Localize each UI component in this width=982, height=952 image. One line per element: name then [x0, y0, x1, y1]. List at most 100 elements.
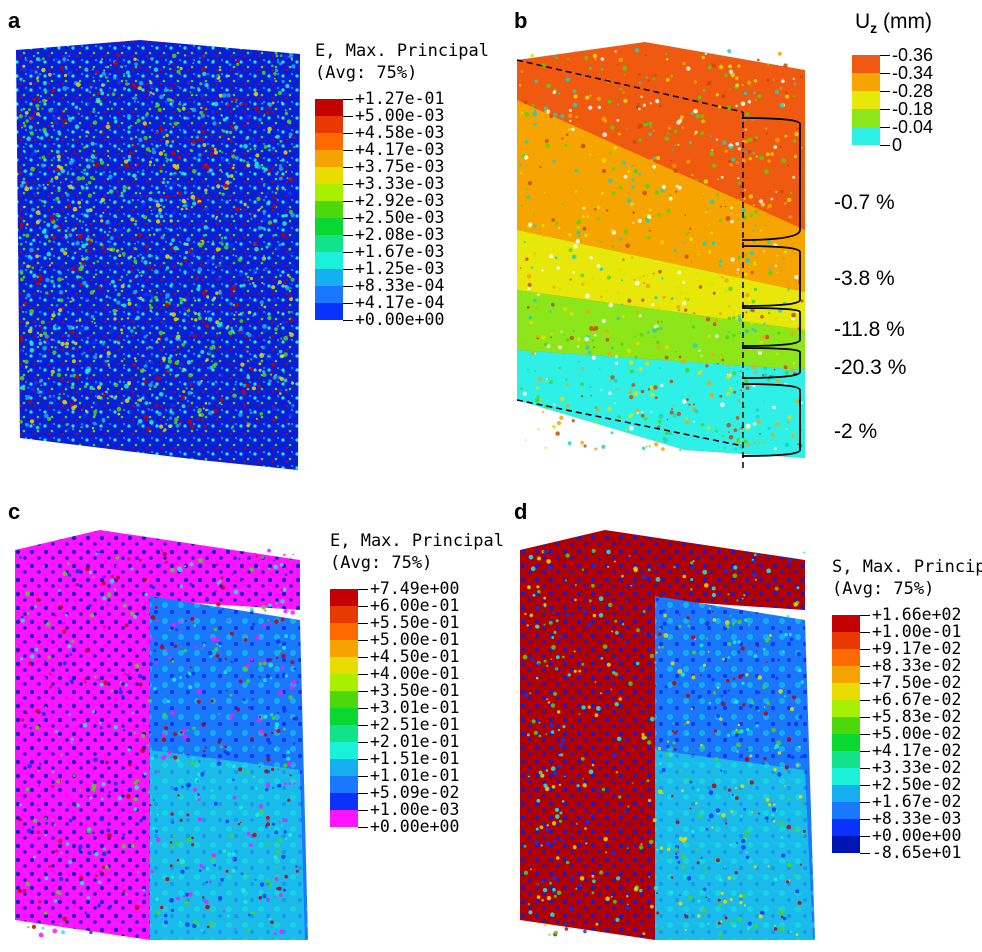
color-swatch	[832, 699, 860, 717]
color-swatch	[330, 724, 358, 742]
color-swatch	[330, 673, 358, 691]
color-swatch	[832, 682, 860, 700]
panel-label-b: b	[514, 8, 528, 33]
strain-field-model-a	[16, 40, 300, 470]
legend-tick-label: -0.34	[892, 63, 934, 83]
legend-tick-label: 0	[892, 135, 903, 155]
legend-d-subtitle: (Avg: 75%)	[832, 579, 935, 599]
legend-tick-label: +8.33e-02	[872, 656, 962, 675]
legend-tick-label: +1.25e-03	[355, 259, 445, 278]
legend-tick-label: +1.00e-03	[370, 800, 460, 819]
color-swatch	[852, 109, 880, 127]
color-swatch	[315, 285, 343, 303]
legend-tick-label: -0.04	[892, 117, 934, 137]
legend-a-title: E, Max. Principal	[315, 41, 489, 61]
percent-label-2: -3.8 %	[834, 267, 895, 290]
color-swatch	[330, 707, 358, 725]
legend-tick-label: +0.00e+00	[872, 826, 962, 845]
legend-a: E, Max. Principal (Avg: 75%) +1.27e-01 +5…	[315, 40, 489, 328]
color-swatch	[832, 716, 860, 734]
color-swatch	[330, 775, 358, 793]
color-swatch	[330, 656, 358, 674]
color-swatch	[832, 665, 860, 683]
color-swatch	[852, 127, 880, 145]
legend-tick-label: -0.36	[892, 45, 934, 65]
displacement-model-b	[516, 42, 805, 470]
strain-brackets-b	[741, 117, 801, 457]
color-swatch	[330, 741, 358, 759]
legend-tick-label: +4.50e-01	[370, 647, 460, 666]
legend-tick-label: +4.17e-02	[872, 741, 962, 760]
legend-tick-label: +7.50e-02	[872, 673, 962, 692]
legend-tick-label: +5.00e-01	[370, 630, 460, 649]
panel-label-c: c	[8, 499, 21, 524]
color-swatch	[832, 818, 860, 836]
color-swatch	[315, 268, 343, 286]
legend-tick-label: +5.09e-02	[370, 783, 460, 802]
color-swatch	[330, 792, 358, 810]
color-swatch	[330, 622, 358, 640]
legend-tick-label: -0.18	[892, 99, 934, 119]
color-swatch	[832, 733, 860, 751]
color-swatch	[315, 302, 343, 320]
legend-tick-label: +5.00e-03	[355, 106, 445, 125]
legend-tick-label: +1.67e-02	[872, 792, 962, 811]
legend_a-swatches	[315, 98, 343, 320]
percent-label-4: -20.3 %	[834, 356, 907, 379]
legend-tick-label: +3.33e-03	[355, 174, 445, 193]
legend-tick-label: +6.00e-01	[370, 596, 460, 615]
speckle-group-c	[18, 548, 299, 938]
legend-tick-label: +5.00e-02	[872, 724, 962, 743]
color-swatch	[315, 98, 343, 116]
legend-tick-label: +6.67e-02	[872, 690, 962, 709]
color-swatch	[852, 91, 880, 109]
color-swatch	[315, 183, 343, 201]
legend-tick-label: +8.33e-04	[355, 276, 445, 295]
color-swatch	[852, 73, 880, 91]
color-swatch	[832, 614, 860, 632]
color-swatch	[330, 809, 358, 827]
legend-tick-label: -8.65e+01	[872, 843, 962, 862]
legend-b-title: Uz (mm)	[855, 10, 932, 37]
color-swatch	[330, 639, 358, 657]
legend-tick-label: +7.49e+00	[370, 579, 460, 598]
legend-tick-label: +5.83e-02	[872, 707, 962, 726]
color-swatch	[315, 217, 343, 235]
legend-tick-label: -0.28	[892, 81, 934, 101]
legend_c-swatches	[330, 588, 358, 827]
legend-tick-label: +3.01e-01	[370, 698, 460, 717]
legend-tick-label: +1.67e-03	[355, 242, 445, 261]
legend-tick-label: +4.17e-03	[355, 140, 445, 159]
panel-label-d: d	[514, 499, 528, 524]
color-swatch	[832, 801, 860, 819]
legend-tick-label: +8.33e-03	[872, 809, 962, 828]
legend-tick-label: +4.58e-03	[355, 123, 445, 142]
legend-tick-label: +2.01e-01	[370, 732, 460, 751]
legend-tick-label: +1.01e-01	[370, 766, 460, 785]
legend-tick-label: +2.92e-03	[355, 191, 445, 210]
color-swatch	[832, 648, 860, 666]
legend-c: E, Max. Principal (Avg: 75%) +7.49e+00 +6…	[330, 530, 504, 835]
legend-tick-label: +3.33e-02	[872, 758, 962, 777]
legend-tick-label: +2.50e-03	[355, 208, 445, 227]
color-swatch	[832, 784, 860, 802]
percent-label-1: -0.7 %	[834, 191, 895, 214]
legend-tick-label: +2.51e-01	[370, 715, 460, 734]
legend-tick-label: +0.00e+00	[355, 310, 445, 329]
legend-tick-label: +3.75e-03	[355, 157, 445, 176]
legend-tick-label: +4.00e-01	[370, 664, 460, 683]
legend-c-title: E, Max. Principal	[330, 531, 504, 551]
legend_d-swatches	[832, 614, 860, 853]
panel-label-a: a	[8, 8, 21, 33]
legend-tick-label: +1.51e-01	[370, 749, 460, 768]
color-swatch	[330, 758, 358, 776]
speckle-group-b	[517, 48, 804, 452]
legend-tick-label: +2.50e-02	[872, 775, 962, 794]
legend-tick-label: +1.00e-01	[872, 622, 962, 641]
legend-tick-label: +3.50e-01	[370, 681, 460, 700]
legend_b-swatches	[852, 55, 880, 145]
legend-tick-label: +1.27e-01	[355, 89, 445, 108]
color-swatch	[315, 251, 343, 269]
color-swatch	[315, 234, 343, 252]
stress-field-model-d	[520, 530, 815, 940]
